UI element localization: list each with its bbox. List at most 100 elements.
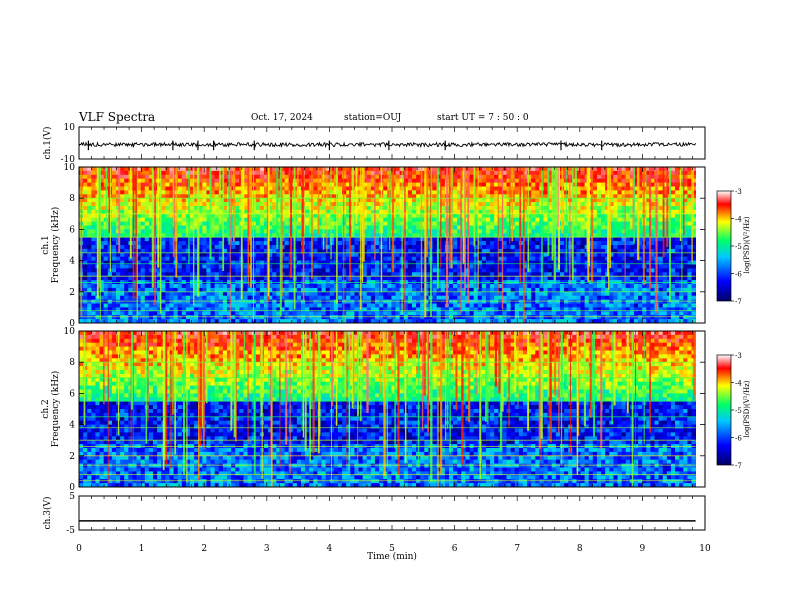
spectrogram-cell	[572, 174, 577, 180]
spectrogram-cell	[214, 237, 220, 242]
spectrogram-cell	[572, 170, 577, 176]
spectrogram-cell	[259, 194, 265, 199]
spectrogram-cell	[621, 287, 627, 293]
spectrogram-cell	[638, 287, 643, 293]
spectrogram-cell	[420, 194, 425, 199]
spectrogram-cell	[461, 287, 466, 293]
spectrogram-cell	[140, 170, 146, 176]
spectrogram-cell	[337, 268, 343, 273]
spectrogram-cell	[498, 284, 503, 289]
spectrogram-cell	[342, 268, 347, 273]
spectrogram-cell	[547, 260, 553, 265]
spectrogram-cell	[177, 213, 183, 219]
spectrogram-cell	[629, 233, 635, 238]
spectrogram-cell	[87, 182, 92, 187]
spectrogram-cell	[613, 268, 618, 273]
spectrogram-cell	[317, 182, 322, 187]
spectrogram-cell	[638, 209, 643, 215]
spectrogram-cell	[346, 252, 351, 258]
spectrogram-cell	[625, 206, 631, 211]
spectrogram-cell	[342, 178, 347, 183]
spectrogram-cell	[572, 190, 577, 195]
spectrogram-cell	[481, 229, 487, 234]
spectrogram-cell	[148, 291, 154, 297]
spectrogram-cell	[198, 221, 203, 226]
spectrogram-cell	[498, 202, 503, 207]
spectrogram-cell	[189, 167, 195, 172]
spectrogram-cell	[395, 178, 401, 183]
spectrogram-cell	[313, 284, 318, 289]
spectrogram-cell	[473, 229, 479, 234]
spectrogram-cell	[148, 287, 154, 293]
spectrogram-cell	[679, 264, 684, 269]
spectrogram-cell	[580, 202, 586, 207]
spectrogram-cell	[601, 291, 606, 297]
spectrogram-cell	[194, 225, 199, 230]
spectrogram-cell	[87, 217, 92, 222]
spectrogram-cell	[658, 291, 664, 297]
spectrogram-cell	[601, 284, 606, 289]
spectrogram-cell	[259, 209, 265, 215]
spectrogram-cell	[395, 268, 401, 273]
spectrogram-cell	[214, 260, 220, 265]
spectrogram-cell	[206, 276, 211, 281]
spectrogram-cell	[313, 291, 318, 297]
spectrogram-cell	[658, 182, 664, 187]
spectrogram-cell	[592, 229, 598, 234]
spectrogram-cell	[646, 213, 651, 219]
spectrogram-cell	[329, 291, 335, 297]
spectrogram-cell	[317, 190, 322, 195]
spectrogram-cell	[206, 248, 211, 254]
spectrogram-cell	[268, 256, 273, 261]
spectrogram-cell	[522, 198, 528, 203]
spectrogram-cell	[263, 248, 269, 254]
spectrogram-cell	[547, 178, 553, 183]
spectrogram-cell	[650, 213, 655, 219]
spectrogram-cell	[403, 237, 409, 242]
spectrogram-cell	[259, 167, 265, 172]
spectrogram-cell	[362, 287, 368, 293]
spectrogram-cell	[144, 190, 150, 195]
spectrogram-cell	[490, 225, 495, 230]
spectrogram-cell	[646, 248, 651, 254]
spectrogram-cell	[284, 245, 290, 250]
spectrogram-cell	[448, 287, 454, 293]
spectrogram-cell	[366, 233, 372, 238]
spectrogram-cell	[646, 276, 651, 281]
spectrogram-cell	[679, 225, 684, 230]
spectrogram-cell	[576, 194, 581, 199]
spectrogram-cell	[625, 233, 631, 238]
spectrogram-cell	[395, 260, 401, 265]
spectrogram-cell	[572, 182, 577, 187]
spectrogram-cell	[313, 217, 318, 222]
spectrogram-cell	[210, 287, 216, 293]
spectrogram-cell	[650, 198, 655, 203]
spectrogram-cell	[601, 194, 606, 199]
spectrogram-cell	[169, 174, 174, 180]
spectrogram-cell	[337, 206, 343, 211]
spectrogram-cell	[543, 198, 549, 203]
spectrogram-cell	[613, 276, 618, 281]
spectrogram-cell	[477, 287, 483, 293]
spectrogram-cell	[494, 268, 499, 273]
spectrogram-cell	[148, 221, 154, 226]
spectrogram-cell	[185, 206, 191, 211]
spectrogram-cell	[675, 291, 680, 297]
spectrogram-cell	[403, 287, 409, 293]
spectrogram-cell	[337, 287, 343, 293]
spectrogram-cell	[650, 256, 655, 261]
spectrogram-cell	[337, 256, 343, 261]
spectrogram-cell	[189, 194, 195, 199]
spectrogram-cell	[218, 287, 224, 293]
spectrogram-cell	[522, 217, 528, 222]
spectrogram-cell	[621, 233, 627, 238]
spectrogram-cell	[325, 276, 331, 281]
spectrogram-cell	[683, 276, 688, 281]
spectrogram-cell	[506, 264, 512, 269]
spectrogram-cell	[613, 167, 618, 172]
spectrogram-cell	[383, 198, 388, 203]
spectrogram-cell	[494, 202, 499, 207]
spectrogram-cell	[346, 284, 351, 289]
spectrogram-cell	[687, 198, 692, 203]
spectrogram-cell	[189, 202, 195, 207]
